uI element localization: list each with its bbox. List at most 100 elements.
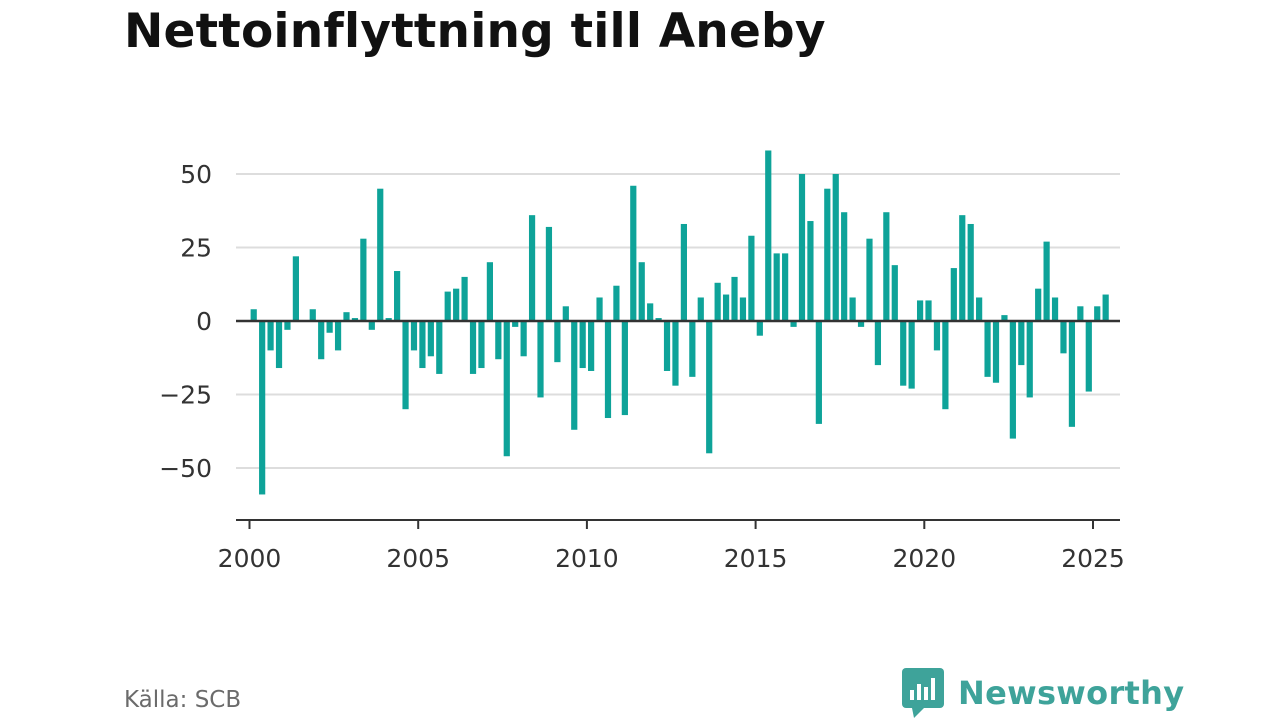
bar xyxy=(453,288,460,321)
chart-title: Nettoinflyttning till Aneby xyxy=(124,4,826,59)
bar xyxy=(908,321,915,389)
bar xyxy=(739,297,747,321)
bar xyxy=(630,185,637,321)
bar xyxy=(773,253,780,321)
bar xyxy=(950,268,957,321)
bar xyxy=(925,300,932,321)
bar xyxy=(731,276,738,321)
bar xyxy=(579,321,586,369)
bar xyxy=(815,321,822,424)
bar xyxy=(832,174,839,321)
bar xyxy=(402,321,409,410)
bar xyxy=(613,285,620,321)
bar xyxy=(976,297,983,321)
bar xyxy=(545,226,553,321)
y-tick-label: 25 xyxy=(180,234,212,263)
bar xyxy=(1085,321,1092,392)
bar xyxy=(528,215,536,321)
bar xyxy=(250,309,257,321)
bar xyxy=(444,291,451,321)
bar xyxy=(512,321,519,327)
bar xyxy=(1001,315,1008,321)
bar xyxy=(1035,288,1042,321)
bar xyxy=(419,321,426,369)
bar xyxy=(275,321,283,369)
bar xyxy=(765,150,772,321)
x-tick-label: 2020 xyxy=(892,544,956,573)
bar xyxy=(647,303,654,321)
newsworthy-logo: Newsworthy xyxy=(902,668,1184,718)
bar xyxy=(385,318,392,321)
bar xyxy=(368,321,375,330)
bar xyxy=(343,312,350,321)
y-tick-label: 50 xyxy=(180,160,212,189)
bar xyxy=(326,321,333,333)
bar xyxy=(807,221,814,321)
bar xyxy=(461,276,468,321)
bar xyxy=(756,321,763,336)
bar xyxy=(680,223,687,321)
y-tick-label: −25 xyxy=(159,381,212,410)
bar xyxy=(259,321,266,495)
bar xyxy=(798,174,806,321)
bar xyxy=(604,321,612,419)
bar xyxy=(891,265,898,321)
bar xyxy=(689,321,696,377)
x-tick-label: 2015 xyxy=(724,544,788,573)
newsworthy-logo-icon xyxy=(902,668,944,718)
bar xyxy=(790,321,797,327)
bar xyxy=(554,321,561,363)
y-axis-ticks: 50 25 0 −25 −50 xyxy=(159,160,212,483)
source-note: Källa: SCB xyxy=(124,687,242,713)
bar xyxy=(427,321,434,357)
bar xyxy=(984,321,991,377)
bar xyxy=(596,297,603,321)
bar xyxy=(959,215,966,321)
newsworthy-logo-text: Newsworthy xyxy=(958,674,1185,712)
x-tick-label: 2010 xyxy=(555,544,619,573)
bar xyxy=(655,318,662,321)
bar xyxy=(309,309,316,321)
bar xyxy=(562,306,569,321)
bar xyxy=(672,321,679,386)
x-tick-label: 2025 xyxy=(1061,544,1125,573)
bar xyxy=(495,321,502,360)
y-tick-label: 0 xyxy=(196,307,212,336)
bar xyxy=(663,321,671,371)
bar xyxy=(318,321,325,360)
bars xyxy=(250,150,1109,495)
bar xyxy=(436,321,443,374)
bar xyxy=(537,321,544,398)
bar xyxy=(1026,321,1033,398)
bar xyxy=(916,300,924,321)
x-tick-label: 2005 xyxy=(386,544,450,573)
bar xyxy=(1094,306,1101,321)
bar xyxy=(857,321,865,327)
bar xyxy=(706,321,713,454)
bar xyxy=(292,256,299,321)
bar xyxy=(360,238,367,321)
bar xyxy=(377,188,384,321)
bar-chart: 50 25 0 −25 −50 2000 2005 2010 2015 2020 2025 xyxy=(159,150,1125,573)
bar xyxy=(714,282,721,321)
bar xyxy=(334,321,342,351)
bar xyxy=(1018,321,1025,366)
x-tick-label: 2000 xyxy=(218,544,282,573)
bar xyxy=(824,188,831,321)
bar xyxy=(486,262,493,321)
bar xyxy=(621,321,628,416)
bar xyxy=(503,321,510,457)
bar xyxy=(284,321,291,330)
bar xyxy=(1009,321,1016,439)
bar xyxy=(697,297,704,321)
bar xyxy=(933,321,941,351)
bar xyxy=(638,262,645,321)
bar xyxy=(942,321,949,410)
bar xyxy=(520,321,527,357)
bar xyxy=(1102,294,1109,321)
bar xyxy=(394,271,401,321)
bar xyxy=(1051,297,1059,321)
bar xyxy=(967,223,974,321)
bar xyxy=(267,321,274,351)
bar xyxy=(1043,241,1050,321)
